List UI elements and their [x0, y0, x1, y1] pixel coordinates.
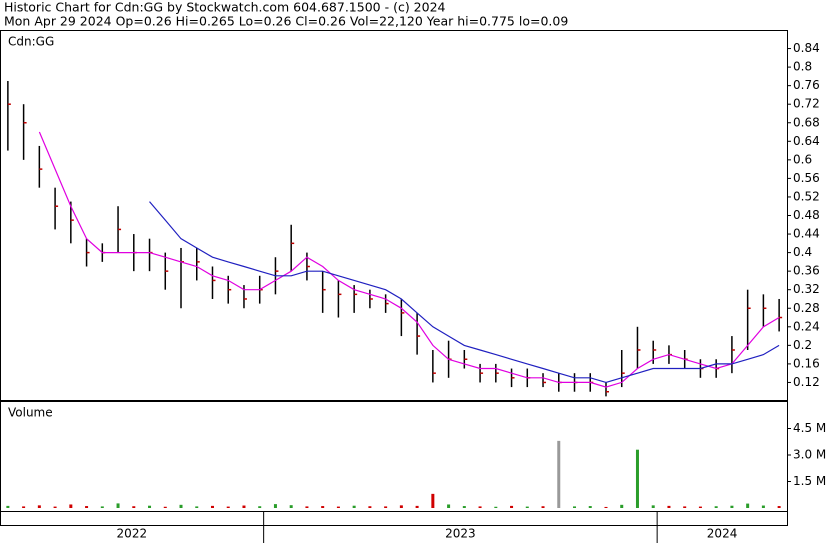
- chart-subtitle: Mon Apr 29 2024 Op=0.26 Hi=0.265 Lo=0.26…: [4, 14, 568, 29]
- volume-bar: [368, 506, 372, 508]
- volume-bar: [384, 506, 388, 508]
- x-tick-label: 2024: [707, 527, 738, 541]
- volume-bar: [53, 506, 57, 508]
- volume-bar: [683, 506, 687, 508]
- y-tick-label: 0.64: [793, 134, 820, 148]
- volume-bar: [746, 503, 750, 508]
- y-tick-label: 0.76: [793, 78, 820, 92]
- volume-bar: [698, 506, 702, 508]
- volume-bar: [573, 506, 577, 508]
- volume-bar: [604, 506, 608, 508]
- volume-bar: [462, 506, 466, 508]
- y-tick-label: 0.36: [793, 264, 820, 278]
- volume-bar: [651, 505, 655, 508]
- y-tick-label: 0.56: [793, 171, 820, 185]
- y-tick-label: 0.32: [793, 282, 820, 296]
- volume-bar: [730, 505, 734, 508]
- y-tick-label: 1.5 M: [793, 474, 826, 488]
- volume-bar: [195, 506, 199, 508]
- volume-bar: [399, 505, 403, 508]
- y-tick-label: 0.16: [793, 356, 820, 370]
- volume-bar: [37, 505, 41, 508]
- volume-bar: [289, 505, 293, 508]
- volume-bar: [179, 504, 183, 508]
- chart-title: Historic Chart for Cdn:GG by Stockwatch.…: [4, 0, 446, 15]
- symbol-label: Cdn:GG: [8, 35, 54, 49]
- axis-band: [0, 511, 788, 526]
- volume-bar: [210, 505, 214, 508]
- volume-bar: [100, 506, 104, 508]
- volume-bar: [620, 504, 624, 508]
- volume-bar: [588, 506, 592, 508]
- volume-bar: [494, 506, 498, 508]
- moving-average: [149, 201, 780, 384]
- y-tick-label: 0.68: [793, 115, 820, 129]
- volume-bar: [336, 506, 340, 508]
- volume-bar: [478, 506, 482, 508]
- volume-bar: [22, 506, 26, 508]
- volume-bar: [635, 449, 639, 508]
- y-tick-label: 0.12: [793, 375, 820, 389]
- volume-bar: [761, 505, 765, 508]
- y-tick-label: 0.52: [793, 189, 820, 203]
- y-tick-label: 0.48: [793, 208, 820, 222]
- x-tick-label: 2022: [117, 527, 148, 541]
- volume-bar: [510, 505, 514, 508]
- y-tick-label: 3.0 M: [793, 448, 826, 462]
- volume-bar: [557, 440, 561, 508]
- volume-bar: [431, 493, 435, 508]
- volume-bar: [321, 506, 325, 508]
- volume-bar: [273, 504, 277, 508]
- volume-bar: [352, 505, 356, 508]
- volume-bar: [667, 505, 671, 508]
- volume-bar: [163, 506, 167, 508]
- volume-bar: [69, 504, 73, 508]
- volume-bar: [305, 506, 309, 508]
- volume-label: Volume: [8, 406, 53, 420]
- volume-bar: [541, 506, 545, 508]
- moving-average: [38, 131, 780, 388]
- y-tick-label: 4.5 M: [793, 421, 826, 435]
- volume-bar: [777, 506, 781, 508]
- y-tick-label: 0.84: [793, 41, 820, 55]
- volume-bar: [525, 506, 529, 508]
- y-tick-label: 0.44: [793, 227, 820, 241]
- volume-bar: [148, 505, 152, 508]
- volume-bar: [116, 503, 120, 508]
- y-tick-label: 0.28: [793, 301, 820, 315]
- y-tick-label: 0.2: [793, 338, 812, 352]
- y-tick-label: 0.8: [793, 60, 812, 74]
- x-tick-label: 2023: [445, 527, 476, 541]
- y-tick-label: 0.6: [793, 152, 812, 166]
- volume-bar: [415, 505, 419, 508]
- y-tick-label: 0.24: [793, 319, 820, 333]
- y-tick-label: 0.4: [793, 245, 812, 259]
- volume-bar: [85, 506, 89, 508]
- volume-bar: [258, 506, 262, 508]
- volume-bar: [226, 506, 230, 508]
- volume-bar: [6, 505, 10, 508]
- volume-bar: [447, 504, 451, 508]
- y-tick-label: 0.72: [793, 97, 820, 111]
- volume-bar: [132, 506, 136, 508]
- volume-bar: [714, 506, 718, 508]
- volume-bar: [242, 505, 246, 508]
